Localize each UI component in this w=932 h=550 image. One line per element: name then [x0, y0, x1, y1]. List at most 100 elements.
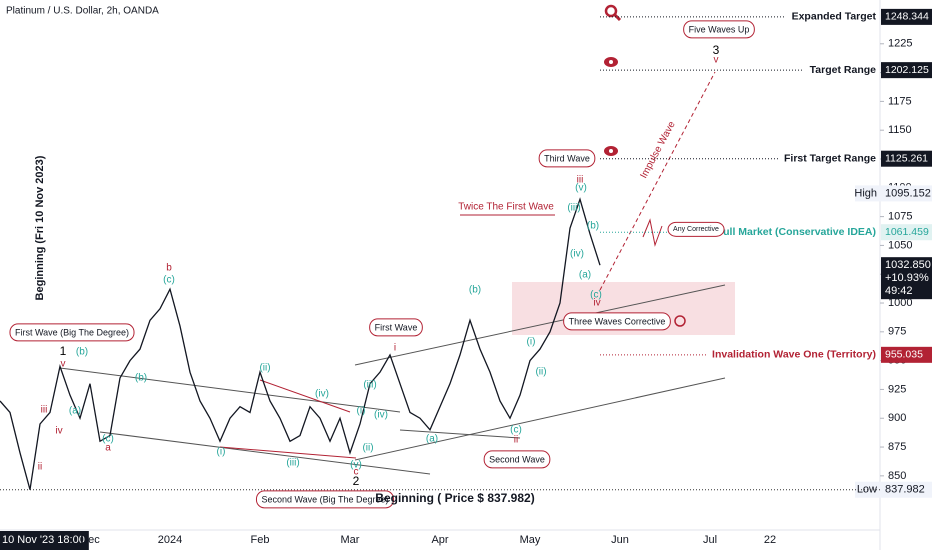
wave-label: (i) [357, 406, 366, 417]
annotation: Third Wave [544, 153, 590, 163]
label-box [483, 450, 551, 469]
wave-label: iv [55, 426, 62, 437]
wave-label: (b) [76, 347, 88, 358]
current-box [881, 257, 932, 300]
annotation: Beginning ( Price $ 837.982) [375, 491, 534, 505]
wave-label: (c) [163, 275, 175, 286]
wave-label: iii [577, 175, 584, 186]
wave-label: (b) [135, 373, 147, 384]
x-tick-box [0, 531, 89, 550]
wave-label: ii [514, 435, 518, 446]
label-box [538, 149, 596, 168]
annotation: Beginning (Fri 10 Nov 2023) [34, 155, 46, 300]
y-tick-label: 1075 [888, 211, 912, 223]
icons [604, 4, 686, 327]
y-tick-label: 900 [888, 412, 906, 424]
wave-label: (iii) [363, 380, 376, 391]
x-tick-label: Feb [251, 534, 270, 546]
level-name: Expanded Target [792, 11, 877, 23]
level-price: 955.035 [885, 349, 923, 361]
wave-label: (v) [350, 460, 362, 471]
label-box [683, 20, 755, 39]
x-tick-label: 22 [764, 534, 776, 546]
label-box [667, 221, 725, 237]
level-price-box [881, 224, 932, 241]
annotation: Twice The First Wave [458, 202, 554, 213]
x-tick-label: Mar [341, 534, 360, 546]
chart-title: Platinum / U.S. Dollar, 2h, OANDA [6, 6, 159, 17]
wave-label: (b) [469, 285, 481, 296]
wave-label: 2 [353, 474, 360, 488]
x-tick-label: May [520, 534, 541, 546]
label-box [9, 323, 135, 342]
wave-label: a [105, 443, 111, 454]
wave-label: (iii) [286, 458, 299, 469]
wave-label: c [354, 467, 359, 478]
wave-label: v [61, 359, 66, 370]
y-tick-label: 875 [888, 441, 906, 453]
y-tick-label: 1225 [888, 38, 912, 50]
channel-lines [59, 284, 726, 475]
x-tick-label: Jul [703, 534, 717, 546]
annotation: Second Wave (Big The Degree) [261, 494, 388, 504]
wave-label: (iii) [567, 203, 580, 214]
high-name: High [854, 187, 877, 199]
level-price: 1202.125 [885, 64, 929, 76]
wave-label: iii [41, 405, 48, 416]
high-box [855, 185, 932, 202]
wave-label: (c) [510, 425, 522, 436]
wave-label: (iv) [315, 389, 329, 400]
wave-label: i [394, 343, 396, 354]
level-price: 1125.261 [885, 152, 928, 164]
wave-label: (v) [575, 183, 587, 194]
current-timer: 49:42 [885, 285, 913, 297]
wave-label: iv [593, 298, 600, 309]
level-name: Target Range [810, 64, 876, 76]
wave-label: ii [38, 462, 42, 473]
wave-label: (a) [579, 270, 591, 281]
wave-label: (i) [217, 447, 226, 458]
level-price: 1061.459 [885, 226, 929, 238]
x-tick-label: Dec [80, 534, 100, 546]
y-tick-label: 1150 [888, 124, 912, 136]
level-price-box [881, 8, 932, 25]
x-tick-label: Jun [611, 534, 629, 546]
wave-label: 3 [713, 43, 720, 57]
x-tick-label: 10 Nov '23 18:00 [2, 534, 85, 546]
wave-label: (b) [587, 221, 599, 232]
high-price: 1095.152 [885, 187, 931, 199]
low-box [855, 481, 932, 498]
wave-label: (i) [527, 337, 536, 348]
annotation: Three Waves Corrective [569, 316, 666, 326]
level-name: Bull Market (Conservative IDEA) [716, 226, 876, 238]
price-line [0, 197, 601, 490]
level-price-box [881, 62, 932, 79]
y-tick-label: 1000 [888, 297, 912, 309]
wave-lines [219, 71, 716, 459]
x-tick-label: 2024 [158, 534, 182, 546]
level-name: Invalidation Wave One (Territory) [712, 349, 876, 361]
low-price: 837.982 [885, 484, 925, 496]
annotation: Second Wave [489, 454, 545, 464]
level-name: First Target Range [784, 152, 876, 164]
y-tick-label: 925 [888, 383, 906, 395]
wave-label: (iv) [570, 249, 584, 260]
level-price-box [881, 346, 932, 363]
level-price-box [881, 150, 932, 167]
label-box [255, 490, 395, 509]
current-price: 1032.850 [885, 259, 931, 271]
wave-label: (iv) [374, 410, 388, 421]
wave-label: (ii) [535, 367, 546, 378]
wave-label: (c) [590, 290, 602, 301]
annotation: Any Corrective [673, 226, 719, 233]
wave-label: (ii) [362, 443, 373, 454]
annotation: First Wave (Big The Degree) [15, 327, 129, 337]
wave-label: (ii) [259, 363, 270, 374]
wave-label: (c) [102, 434, 114, 445]
annotation: First Wave [375, 322, 418, 332]
label-box [369, 318, 423, 337]
label-box [563, 312, 671, 331]
x-tick-label: Apr [431, 534, 448, 546]
